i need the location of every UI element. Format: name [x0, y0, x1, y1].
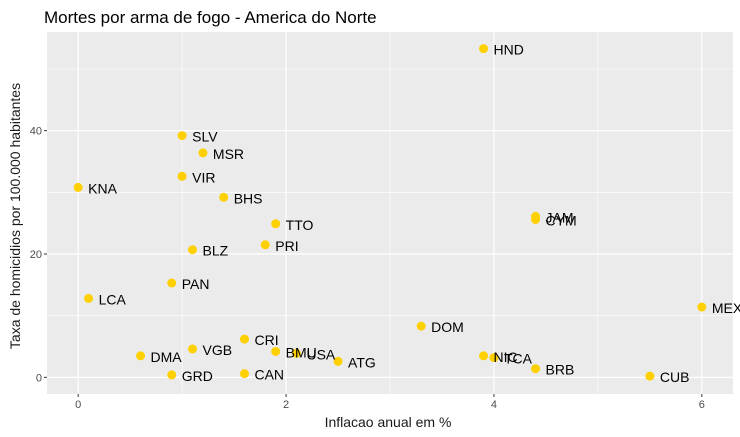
- point-label: TTO: [286, 217, 314, 233]
- data-point: [177, 131, 187, 141]
- axis-ticks: 0 2 4 6 0 20 40: [30, 126, 705, 411]
- data-point: [136, 351, 146, 361]
- data-point: [697, 302, 707, 312]
- data-point: [167, 370, 177, 380]
- data-point: [198, 148, 208, 158]
- data-point: [239, 334, 249, 344]
- data-point: [479, 44, 489, 54]
- data-point: [531, 214, 541, 224]
- grid-lines: [47, 32, 733, 394]
- y-tick-label: 20: [30, 249, 42, 261]
- point-label: LCA: [99, 291, 127, 307]
- data-point: [239, 369, 249, 379]
- point-label: PAN: [182, 276, 210, 292]
- data-point: [645, 371, 655, 381]
- data-point: [167, 278, 177, 288]
- data-point: [188, 344, 198, 354]
- point-label: DMA: [151, 349, 183, 365]
- point-label: MEX: [712, 300, 740, 316]
- point-label: TCA: [504, 351, 533, 367]
- x-tick-label: 4: [491, 399, 497, 411]
- data-point: [271, 346, 281, 356]
- point-label: BHS: [234, 190, 263, 206]
- data-point: [219, 192, 229, 202]
- data-point: [73, 182, 83, 192]
- point-label: NIC: [494, 349, 518, 365]
- point-label: GRD: [182, 368, 213, 384]
- x-tick-label: 6: [699, 399, 705, 411]
- point-label: USA: [306, 346, 335, 362]
- data-point: [531, 364, 541, 374]
- data-point: [416, 321, 426, 331]
- point-label: BLZ: [203, 243, 229, 259]
- data-point: [84, 293, 94, 303]
- point-label: MSR: [213, 146, 244, 162]
- point-label: BMU: [286, 344, 317, 360]
- point-label: SLV: [192, 129, 218, 145]
- point-label: KNA: [88, 180, 117, 196]
- point-label: ATG: [348, 354, 376, 370]
- y-tick-label: 40: [30, 126, 42, 138]
- data-point: [479, 351, 489, 361]
- point-label: VIR: [192, 169, 215, 185]
- y-tick-label: 0: [36, 372, 42, 384]
- point-label: CUB: [660, 369, 690, 385]
- data-point: [177, 171, 187, 181]
- x-tick-label: 2: [283, 399, 289, 411]
- y-axis-title: Taxa de homicidios por 100.000 habitante…: [7, 83, 23, 349]
- x-tick-label: 0: [75, 399, 81, 411]
- point-label: CAN: [254, 367, 284, 383]
- point-label: VGB: [203, 342, 233, 358]
- data-point: [188, 245, 198, 255]
- data-point: [291, 348, 301, 358]
- data-point: [333, 356, 343, 366]
- point-label: JAM: [546, 209, 574, 225]
- x-axis-title: Inflacao anual em %: [325, 414, 452, 430]
- point-label: CYM: [546, 212, 577, 228]
- data-point: [489, 353, 499, 363]
- data-point: [260, 240, 270, 250]
- point-label: HND: [494, 42, 524, 58]
- chart-title: Mortes por arma de fogo - America do Nor…: [44, 8, 377, 27]
- point-label: BRB: [546, 362, 575, 378]
- point-label: DOM: [431, 319, 464, 335]
- point-label: PRI: [275, 238, 298, 254]
- data-point: [271, 219, 281, 229]
- point-label: CRI: [254, 332, 278, 348]
